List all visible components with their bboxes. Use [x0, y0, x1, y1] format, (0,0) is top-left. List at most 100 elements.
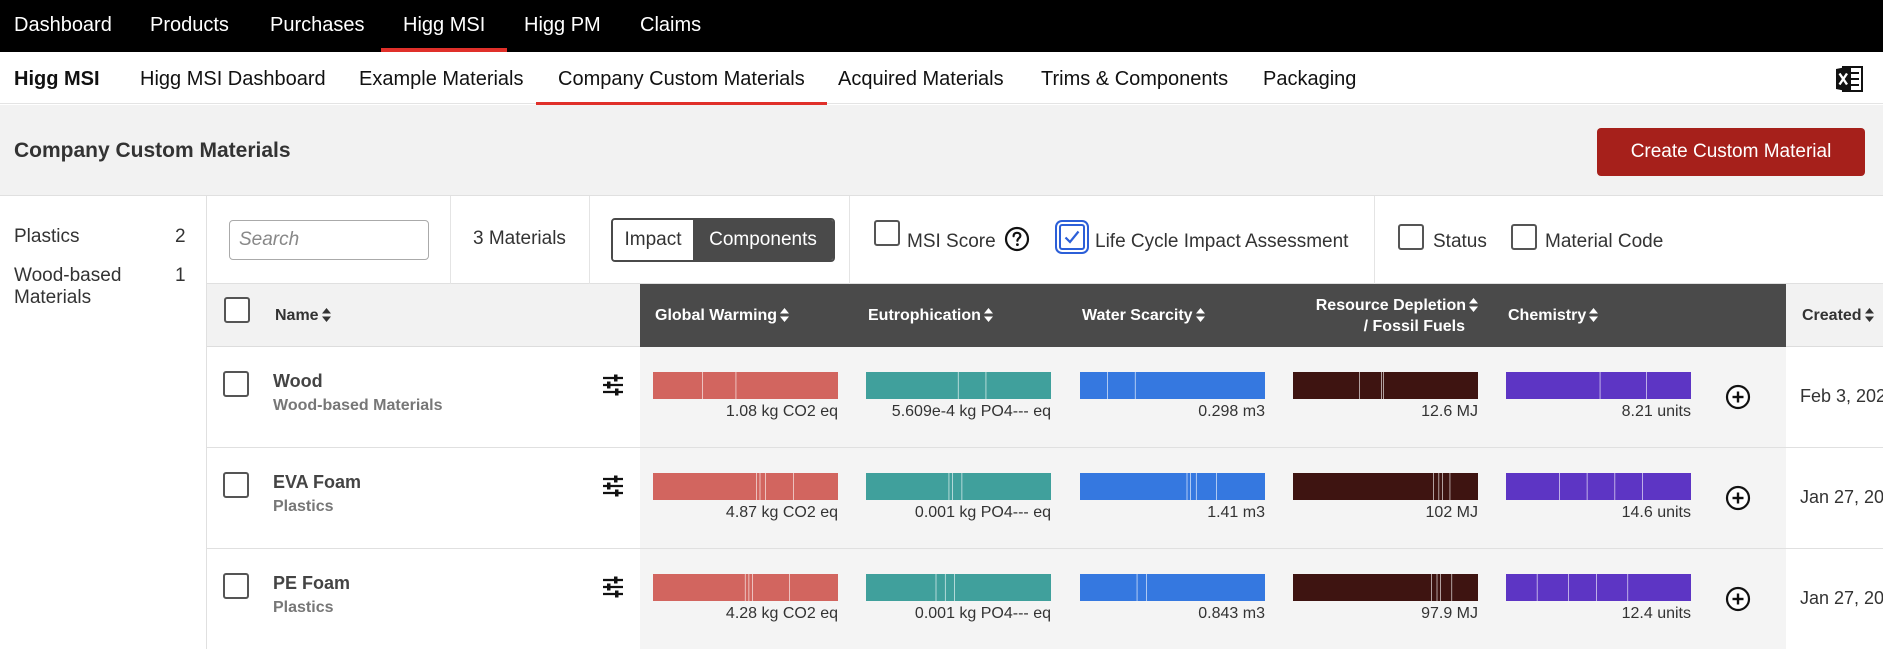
add-circle-icon[interactable] — [1725, 485, 1751, 511]
create-custom-material-button[interactable]: Create Custom Material — [1597, 128, 1865, 176]
impact-header: Global Warming Eutrophication Water Scar… — [640, 284, 1786, 347]
material-name[interactable]: PE Foam — [273, 573, 351, 593]
material-name[interactable]: EVA Foam — [273, 472, 362, 492]
bar-segment — [1559, 473, 1588, 500]
bar-segment-divider — [1451, 574, 1453, 601]
add-circle-icon[interactable] — [1725, 384, 1751, 410]
impact-value-resource-depletion: 97.9 MJ — [1421, 605, 1478, 622]
table-row[interactable]: Wood Wood-based Materials — [207, 347, 640, 448]
nav-higg-pm[interactable]: Higg PM — [524, 14, 601, 36]
bar-segment — [866, 473, 950, 500]
select-all-checkbox[interactable] — [224, 297, 250, 323]
search-input[interactable] — [229, 220, 429, 260]
adjust-sliders-icon[interactable] — [602, 474, 624, 498]
bar-segment — [1216, 473, 1265, 500]
impact-bar-global-warming — [653, 473, 838, 500]
table-row[interactable]: PE Foam Plastics — [207, 549, 640, 649]
impact-bar-water-scarcity — [1080, 372, 1265, 399]
add-circle-icon[interactable] — [1725, 586, 1751, 612]
tab-higg-msi-dashboard[interactable]: Higg MSI Dashboard — [140, 68, 326, 90]
bar-segment — [702, 372, 737, 399]
column-name[interactable]: Name — [275, 305, 331, 326]
sidebar-item-wood-based-materials[interactable]: Wood-based Materials — [14, 265, 122, 308]
bar-segment — [760, 473, 766, 500]
bar-segment — [1431, 574, 1438, 601]
bar-segment — [752, 574, 790, 601]
bar-segment — [1439, 473, 1443, 500]
impact-value-global-warming: 4.28 kg CO2 eq — [725, 605, 838, 622]
bar-segment-divider — [752, 574, 754, 601]
tab-example-materials[interactable]: Example Materials — [359, 68, 524, 90]
row-checkbox[interactable] — [223, 573, 249, 599]
created-date: Jan 27, 2023 — [1800, 588, 1883, 608]
bar-segment — [1537, 574, 1569, 601]
bar-segment — [1146, 574, 1265, 601]
impact-bar-eutrophication — [866, 574, 1051, 601]
column-water-scarcity[interactable]: Water Scarcity — [1082, 305, 1205, 326]
bar-segment-divider — [793, 473, 795, 500]
view-toggle: Impact Components — [611, 218, 835, 262]
excel-export-icon[interactable] — [1834, 64, 1864, 94]
impact-bar-resource-depletion — [1293, 372, 1478, 399]
bar-segment — [749, 574, 753, 601]
column-resource-depletion[interactable]: Resource Depletion / Fossil Fuels — [1298, 295, 1478, 337]
sort-icon — [1589, 308, 1599, 322]
nav-higg-msi[interactable]: Higg MSI — [380, 0, 508, 52]
material-category: Plastics — [273, 498, 334, 515]
table-row[interactable]: EVA Foam Plastics — [207, 448, 640, 549]
nav-purchases[interactable]: Purchases — [270, 14, 365, 36]
bar-segment-divider — [1646, 372, 1648, 399]
sub-nav-brand: Higg MSI — [14, 68, 100, 90]
sub-nav: Higg MSI Higg MSI Dashboard Example Mate… — [0, 52, 1883, 107]
msi-score-checkbox[interactable] — [874, 220, 900, 246]
nav-products[interactable]: Products — [150, 14, 229, 36]
tab-acquired-materials[interactable]: Acquired Materials — [838, 68, 1004, 90]
nav-claims[interactable]: Claims — [640, 14, 702, 36]
sort-icon — [1469, 298, 1478, 312]
bar-segment-divider — [1433, 473, 1435, 500]
bar-segment-divider — [1436, 574, 1438, 601]
bar-segment-divider — [1186, 473, 1188, 500]
tab-trims-components[interactable]: Trims & Components — [1041, 68, 1229, 90]
bar-segment — [1080, 372, 1108, 399]
status-checkbox[interactable] — [1398, 224, 1424, 250]
bar-segment — [962, 473, 1051, 500]
bar-segment — [1452, 574, 1478, 601]
question-circle-icon[interactable] — [1004, 226, 1030, 252]
lca-checkbox[interactable] — [1059, 224, 1085, 250]
bar-segment — [945, 574, 955, 601]
bar-segment — [954, 574, 1051, 601]
sidebar-item-plastics[interactable]: Plastics — [14, 226, 80, 247]
impact-cells: 1.08 kg CO2 eq 5.609e-4 kg PO4--- eq 0.298… — [640, 347, 1786, 448]
toggle-components[interactable]: Components — [693, 220, 833, 260]
material-category: Plastics — [273, 599, 334, 616]
created-date: Jan 27, 2023 — [1800, 487, 1883, 507]
impact-bar-chemistry — [1506, 574, 1691, 601]
sort-icon — [983, 308, 993, 322]
bar-segment — [653, 473, 757, 500]
material-code-checkbox[interactable] — [1511, 224, 1537, 250]
bar-segment — [1642, 473, 1691, 500]
row-checkbox[interactable] — [223, 472, 249, 498]
adjust-sliders-icon[interactable] — [602, 575, 624, 599]
column-chemistry[interactable]: Chemistry — [1508, 305, 1599, 326]
impact-bar-chemistry — [1506, 372, 1691, 399]
row-checkbox[interactable] — [223, 371, 249, 397]
adjust-sliders-icon[interactable] — [602, 373, 624, 397]
column-eutrophication[interactable]: Eutrophication — [868, 305, 993, 326]
tab-packaging[interactable]: Packaging — [1263, 68, 1357, 90]
bar-segment — [1506, 372, 1601, 399]
tab-company-custom-materials[interactable]: Company Custom Materials — [536, 52, 827, 107]
bar-segment — [1568, 574, 1597, 601]
column-global-warming[interactable]: Global Warming — [655, 305, 790, 326]
bar-segment — [1628, 574, 1691, 601]
column-resource-depletion-label: Resource Depletion — [1315, 297, 1466, 314]
bar-segment — [1441, 574, 1453, 601]
column-created[interactable]: Created — [1802, 305, 1874, 326]
toggle-impact[interactable]: Impact — [613, 220, 693, 260]
material-name[interactable]: Wood — [273, 371, 323, 391]
nav-dashboard[interactable]: Dashboard — [14, 14, 112, 36]
toolbar-divider — [450, 196, 451, 284]
lca-label: Life Cycle Impact Assessment — [1095, 231, 1349, 252]
column-created-label: Created — [1802, 307, 1862, 324]
